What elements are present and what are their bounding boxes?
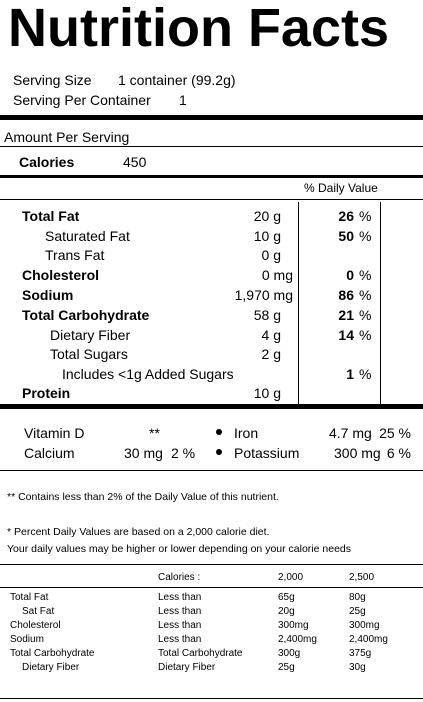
nutrient-dv-percent: % <box>359 287 372 303</box>
serving-size-label: Serving Size <box>13 72 92 88</box>
ref-row-label: Total Carbohydrate <box>10 648 95 659</box>
ref-row-limit: Total Carbohydrate <box>158 648 243 659</box>
nutrient-amount: 0 g <box>261 247 281 263</box>
nutrient-amount: 10 g <box>253 385 281 401</box>
nutrient-dv: 50 <box>338 228 354 244</box>
mineral-amount: 300 mg <box>334 445 381 461</box>
ref-row-label: Total Fat <box>10 592 49 603</box>
nutrient-amount: 20 g <box>253 208 281 224</box>
thick-divider <box>0 404 423 409</box>
ref-row-2500: 375g <box>349 648 372 659</box>
calories-label: Calories <box>19 154 75 170</box>
nutrient-dv: 0 <box>346 267 354 283</box>
amount-per-serving: Amount Per Serving <box>4 129 130 145</box>
nutrient-amount: 58 g <box>253 307 281 323</box>
nutrient-dv-percent: % <box>359 307 372 323</box>
ref-row-label: Sodium <box>10 634 44 645</box>
ref-row-label: Cholesterol <box>10 620 61 631</box>
nutrient-amount: 10 g <box>253 228 281 244</box>
nutrient-label: Sodium <box>22 287 74 303</box>
thin-divider <box>0 587 423 588</box>
ref-row-2500: 25g <box>349 606 366 617</box>
ref-row-2000: 65g <box>278 592 295 603</box>
bottom-divider <box>0 698 423 699</box>
nutrient-label: Total Carbohydrate <box>22 307 150 323</box>
nutrient-dv-percent: % <box>359 327 372 343</box>
mineral-dv: 25 % <box>379 425 411 441</box>
ref-row-2500: 80g <box>349 592 366 603</box>
ref-row-2000: 300g <box>278 648 301 659</box>
page-title: Nutrition Facts <box>8 0 390 58</box>
bullet-icon <box>216 429 222 435</box>
ref-header-2000: 2,000 <box>278 572 304 583</box>
nutrient-dv: 21 <box>338 307 354 323</box>
servings-per-container-label: Serving Per Container <box>13 92 151 108</box>
nutrient-amount: 4 g <box>261 327 281 343</box>
thick-divider <box>0 115 423 120</box>
nutrient-amount: 2 g <box>261 346 281 362</box>
nutrient-label: Dietary Fiber <box>50 327 131 343</box>
nutrient-amount: 0 mg <box>261 267 293 283</box>
nutrient-label: Saturated Fat <box>45 228 130 244</box>
nutrient-dv-percent: % <box>359 366 372 382</box>
footnote-daily-value: * Percent Daily Values are based on a 2,… <box>7 526 270 538</box>
footnote-calorie-needs: Your daily values may be higher or lower… <box>7 543 351 555</box>
ref-header-calories: Calories : <box>158 572 201 583</box>
ref-row-limit: Less than <box>158 620 202 631</box>
nutrient-label: Trans Fat <box>45 247 105 263</box>
ref-row-2000: 2,400mg <box>278 634 317 645</box>
nutrient-dv: 86 <box>338 287 354 303</box>
ref-row-limit: Less than <box>158 634 202 645</box>
ref-row-2000: 20g <box>278 606 295 617</box>
thin-divider <box>0 199 423 200</box>
footnote-trace: ** Contains less than 2% of the Daily Va… <box>7 491 279 503</box>
ref-row-limit: Less than <box>158 606 202 617</box>
column-divider <box>380 202 381 404</box>
nutrient-dv: 1 <box>346 366 354 382</box>
nutrient-label: Total Sugars <box>50 346 128 362</box>
thin-divider <box>0 564 423 565</box>
column-divider <box>298 202 299 404</box>
ref-row-2500: 30g <box>349 662 366 673</box>
mineral-dv: 6 % <box>386 445 411 461</box>
vitamin-amount: 30 mg <box>124 445 163 461</box>
thin-divider <box>0 146 423 147</box>
vitamin-label: Calcium <box>24 445 75 461</box>
ref-row-2500: 300mg <box>349 620 380 631</box>
ref-row-2000: 300mg <box>278 620 309 631</box>
serving-size-value: 1 container (99.2g) <box>118 72 236 88</box>
ref-header-2500: 2,500 <box>349 572 375 583</box>
bullet-icon <box>216 449 222 455</box>
nutrient-dv-percent: % <box>359 267 372 283</box>
mineral-label: Potassium <box>234 445 300 461</box>
servings-per-container-value: 1 <box>179 92 187 108</box>
ref-row-label: Dietary Fiber <box>22 662 80 673</box>
nutrient-label: Cholesterol <box>22 267 100 283</box>
mineral-amount: 4.7 mg <box>329 425 372 441</box>
nutrient-dv: 14 <box>338 327 354 343</box>
medium-divider <box>0 175 423 178</box>
daily-value-header: % Daily Value <box>304 181 378 195</box>
ref-row-label: Sat Fat <box>22 606 55 617</box>
thin-divider <box>0 470 423 471</box>
nutrient-label: Includes <1g Added Sugars <box>62 366 234 382</box>
ref-row-2500: 2,400mg <box>349 634 388 645</box>
vitamin-amount: ** <box>149 425 160 441</box>
nutrient-dv-percent: % <box>359 208 372 224</box>
nutrient-label: Total Fat <box>22 208 80 224</box>
nutrient-label: Protein <box>22 385 71 401</box>
mineral-label: Iron <box>234 425 259 441</box>
vitamin-label: Vitamin D <box>24 425 85 441</box>
vitamin-dv: 2 % <box>171 445 196 461</box>
ref-row-2000: 25g <box>278 662 295 673</box>
nutrient-amount: 1,970 mg <box>234 287 293 303</box>
ref-row-limit: Dietary Fiber <box>158 662 216 673</box>
ref-row-limit: Less than <box>158 592 202 603</box>
nutrient-dv: 26 <box>338 208 354 224</box>
nutrient-dv-percent: % <box>359 228 372 244</box>
calories-value: 450 <box>123 154 147 170</box>
